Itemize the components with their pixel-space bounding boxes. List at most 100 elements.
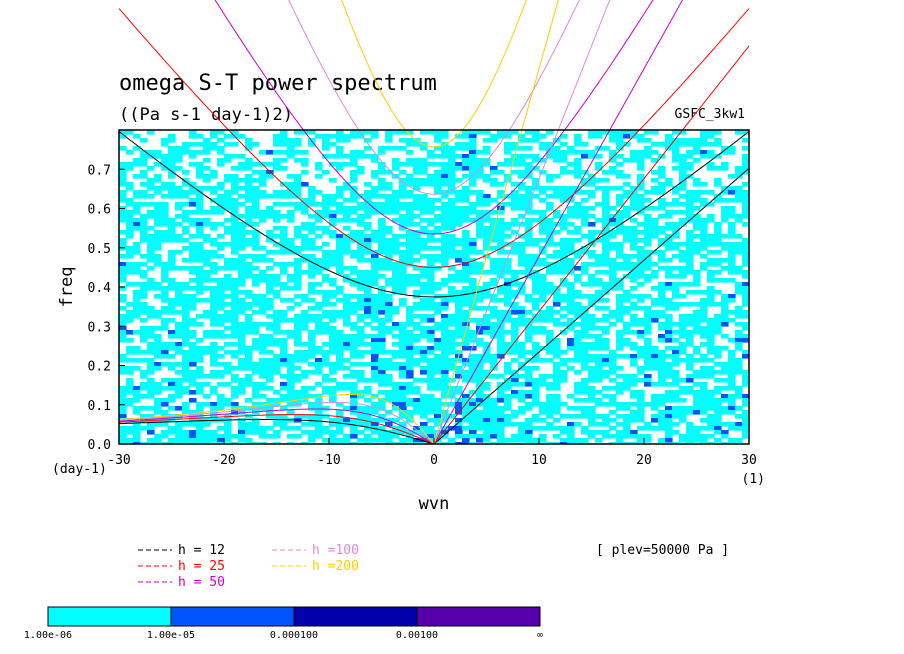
- heatmap-cell: [693, 434, 701, 439]
- heatmap-cell: [469, 246, 477, 251]
- heatmap-cell: [560, 322, 568, 327]
- heatmap-cell: [189, 266, 197, 271]
- heatmap-cell: [497, 234, 505, 239]
- heatmap-cell: [686, 366, 694, 371]
- heatmap-cell: [273, 142, 281, 147]
- heatmap-cell: [392, 366, 400, 371]
- heatmap-cell: [147, 406, 155, 411]
- heatmap-cell: [406, 258, 414, 263]
- heatmap-cell: [245, 270, 253, 275]
- heatmap-cell: [140, 442, 148, 444]
- heatmap-cell: [469, 210, 477, 215]
- heatmap-cell: [693, 242, 701, 247]
- heatmap-cell: [238, 214, 246, 219]
- heatmap-cell: [203, 350, 211, 355]
- heatmap-cell: [588, 230, 596, 235]
- heatmap-cell: [469, 154, 477, 159]
- heatmap-cell: [371, 202, 379, 207]
- heatmap-cell: [252, 162, 260, 167]
- heatmap-cell: [273, 150, 281, 155]
- heatmap-cell: [490, 310, 498, 315]
- heatmap-cell: [588, 390, 596, 395]
- heatmap-cell: [343, 310, 351, 315]
- heatmap-cell: [308, 346, 316, 351]
- heatmap-cell: [189, 306, 197, 311]
- heatmap-cell: [616, 306, 624, 311]
- heatmap-cell: [266, 326, 274, 331]
- heatmap-cell: [546, 346, 554, 351]
- heatmap-cell: [581, 362, 589, 367]
- heatmap-cell: [350, 362, 358, 367]
- heatmap-cell: [483, 242, 491, 247]
- heatmap-cell: [504, 438, 512, 443]
- heatmap-cell: [616, 374, 624, 379]
- heatmap-cell: [469, 366, 477, 371]
- heatmap-cell: [693, 398, 701, 403]
- heatmap-cell: [196, 286, 204, 291]
- heatmap-cell: [434, 282, 442, 287]
- heatmap-cell: [322, 386, 330, 391]
- heatmap-cell: [224, 382, 232, 387]
- heatmap-cell: [266, 366, 274, 371]
- heatmap-cell: [525, 234, 533, 239]
- heatmap-cell: [497, 346, 505, 351]
- heatmap-cell: [399, 162, 407, 167]
- heatmap-cell: [140, 218, 148, 223]
- heatmap-cell: [140, 282, 148, 287]
- legend-label: h = 50: [178, 575, 225, 590]
- heatmap-cell: [525, 326, 533, 331]
- heatmap-cell: [511, 394, 519, 399]
- heatmap-cell: [476, 330, 484, 335]
- heatmap-cell: [448, 170, 456, 175]
- heatmap-cell: [532, 258, 540, 263]
- heatmap-cell: [742, 166, 749, 171]
- heatmap-cell: [679, 346, 687, 351]
- heatmap-cell: [189, 318, 197, 323]
- heatmap-cell: [189, 298, 197, 303]
- heatmap-cell: [658, 410, 666, 415]
- heatmap-cell: [560, 270, 568, 275]
- heatmap-cell: [448, 390, 456, 395]
- heatmap-cell: [322, 258, 330, 263]
- heatmap-cell: [483, 330, 491, 335]
- heatmap-cell: [427, 330, 435, 335]
- heatmap-cell: [315, 330, 323, 335]
- heatmap-cell: [434, 386, 442, 391]
- heatmap-cell: [294, 354, 302, 359]
- heatmap-cell: [392, 326, 400, 331]
- heatmap-cell: [735, 170, 743, 175]
- heatmap-cell: [441, 346, 449, 351]
- heatmap-cell: [693, 270, 701, 275]
- heatmap-cell: [427, 298, 435, 303]
- heatmap-cell: [357, 298, 365, 303]
- heatmap-cell: [364, 222, 372, 227]
- heatmap-cell: [672, 154, 680, 159]
- heatmap-cell: [483, 342, 491, 347]
- heatmap-cell: [322, 430, 330, 435]
- heatmap-cell: [273, 226, 281, 231]
- heatmap-cell: [133, 290, 141, 295]
- heatmap-cell: [217, 370, 225, 375]
- heatmap-cell: [511, 410, 519, 415]
- heatmap-cell: [147, 286, 155, 291]
- heatmap-cell: [301, 318, 309, 323]
- heatmap-cell: [441, 382, 449, 387]
- heatmap-cell: [280, 422, 288, 427]
- heatmap-cell: [560, 374, 568, 379]
- heatmap-cell: [336, 382, 344, 387]
- heatmap-cell: [245, 358, 253, 363]
- heatmap-cell: [693, 182, 701, 187]
- heatmap-cell: [630, 234, 638, 239]
- heatmap-cell: [427, 182, 435, 187]
- heatmap-cell: [609, 410, 617, 415]
- heatmap-cell: [462, 174, 470, 179]
- heatmap-cell: [623, 402, 631, 407]
- heatmap-cell: [245, 326, 253, 331]
- heatmap-cell: [245, 262, 253, 267]
- heatmap-cell: [231, 374, 239, 379]
- heatmap-cell: [406, 234, 414, 239]
- heatmap-cell: [574, 334, 582, 339]
- heatmap-cell: [182, 150, 190, 155]
- heatmap-cell: [224, 426, 232, 431]
- heatmap-cell: [588, 302, 596, 307]
